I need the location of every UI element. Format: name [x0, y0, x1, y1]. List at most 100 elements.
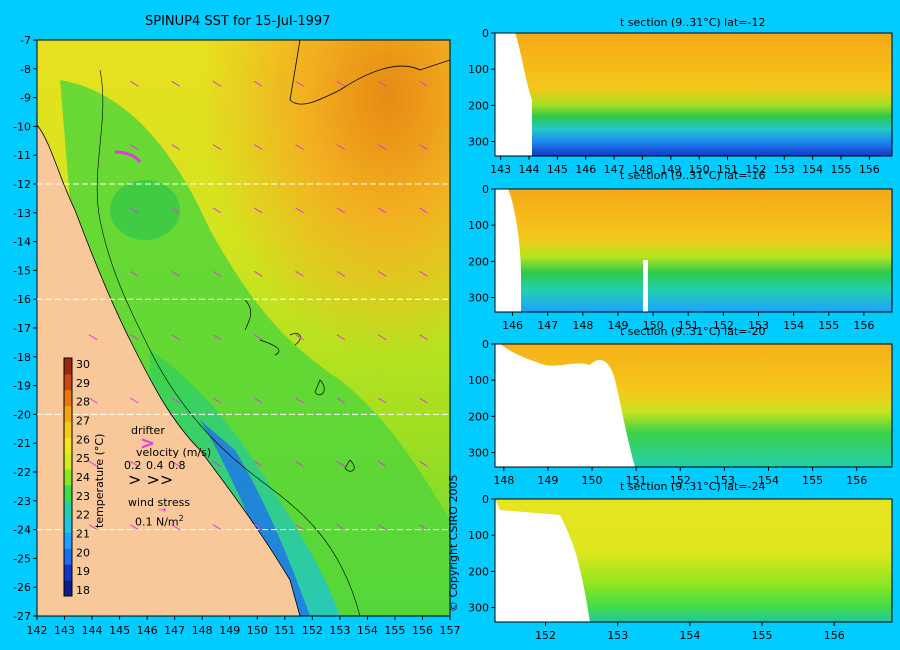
map-y-tick-label: -23 [13, 495, 31, 508]
wind-arrow [130, 270, 139, 277]
wind-arrow [419, 207, 428, 214]
drifter-label: drifter [131, 424, 165, 437]
wind-arrow [336, 80, 346, 87]
colorbar-tick-label: 26 [76, 433, 90, 446]
wind-arrow-icon: → [158, 505, 167, 516]
wind-arrow [295, 334, 304, 341]
wind-arrow [377, 207, 387, 214]
map-x-tick-label: 150 [247, 624, 268, 637]
velocity-value-3: 0.8 [168, 459, 186, 472]
map-x-tick-label: 153 [329, 624, 350, 637]
wind-arrow [419, 334, 428, 341]
map-x-tick-label: 145 [109, 624, 130, 637]
wind-arrow [419, 397, 428, 404]
wind-arrow [295, 460, 304, 467]
wind-arrow [377, 460, 387, 467]
colorbar-swatch [64, 469, 72, 486]
wind-arrow [377, 80, 387, 87]
wind-arrow [336, 144, 346, 150]
wind-arrow [130, 80, 139, 87]
wind-label: wind stress [128, 496, 191, 509]
map-x-tick-label: 144 [82, 624, 103, 637]
colorbar-swatch [64, 580, 72, 597]
wind-arrow [130, 397, 139, 404]
map-y-tick-label: -26 [13, 581, 31, 594]
colorbar-swatch [64, 564, 72, 581]
colorbar-tick-label: 18 [76, 584, 90, 597]
wind-arrow [336, 524, 346, 531]
wind-arrow [295, 270, 304, 277]
wind-arrow [171, 524, 180, 531]
map-y-tick-label: -18 [13, 351, 31, 364]
wind-arrow [377, 524, 387, 531]
wind-arrow [88, 334, 98, 341]
velocity-arrows-icon: > >> [128, 470, 174, 489]
wind-arrow [212, 524, 222, 531]
wind-value: 0.1 N/m2 [135, 514, 184, 529]
colorbar-tick-label: 29 [76, 377, 90, 390]
map-y-tick-label: -19 [13, 380, 31, 393]
wind-arrow [130, 144, 139, 150]
colorbar-swatch [64, 453, 72, 470]
wind-arrow [377, 144, 387, 150]
wind-arrow [171, 144, 180, 150]
wind-arrow [336, 460, 346, 467]
wind-arrow [419, 460, 428, 467]
wind-arrow [336, 334, 346, 341]
map-y-tick-label: -24 [13, 524, 31, 537]
wind-arrow [254, 334, 263, 341]
colorbar-swatch [64, 516, 72, 534]
map-y-tick-label: -8 [20, 63, 31, 76]
colorbar-swatch [64, 437, 72, 454]
wind-arrow [419, 524, 428, 531]
colorbar-swatch [64, 389, 72, 407]
wind-arrow [212, 270, 222, 277]
wind-arrow [254, 144, 263, 150]
map-x-tick-label: 147 [164, 624, 185, 637]
wind-arrow [336, 270, 346, 277]
colorbar-swatch [64, 532, 72, 549]
section-title-3: t section (9..31°C) lat=-20 [620, 325, 766, 338]
wind-arrow [295, 80, 304, 87]
map-y-tick-label: -15 [13, 264, 31, 277]
wind-arrow [295, 524, 304, 531]
wind-arrow [130, 524, 139, 531]
velocity-label: velocity (m/s) [136, 446, 212, 459]
map-y-tick-label: -9 [20, 92, 31, 105]
wind-arrow [130, 207, 139, 214]
map-x-tick-label: 154 [357, 624, 378, 637]
wind-arrow [295, 207, 304, 214]
wind-arrow [130, 334, 139, 341]
map-y-tick-label: -17 [13, 322, 31, 335]
wind-arrow [254, 524, 263, 531]
map-y-tick-label: -16 [13, 293, 31, 306]
map-y-tick-label: -14 [13, 236, 31, 249]
wind-arrow [377, 397, 387, 404]
map-y-tick-label: -27 [13, 610, 31, 623]
map-x-tick-label: 146 [137, 624, 158, 637]
wind-arrow [88, 524, 98, 531]
colorbar-swatch [64, 500, 72, 518]
drifter-arrow [114, 150, 142, 163]
map-x-tick-label: 157 [440, 624, 461, 637]
colorbar-swatch [64, 421, 72, 438]
map-x-tick-label: 142 [27, 624, 48, 637]
map-y-tick-label: -10 [13, 120, 31, 133]
colorbar: 18 19 20 21 22 23 24 25 26 27 28 29 30 [63, 357, 90, 597]
map-x-tick-label: 155 [384, 624, 405, 637]
colorbar-tick-label: 24 [76, 471, 90, 484]
colorbar-tick-label: 27 [76, 415, 90, 428]
map-y-tick-label: -13 [13, 207, 31, 220]
map-title: SPINUP4 SST for 15-Jul-1997 [145, 14, 331, 29]
wind-arrow [419, 144, 428, 150]
wind-arrow [171, 334, 180, 341]
colorbar-swatch [64, 484, 72, 502]
map-x-tick-label: 148 [192, 624, 213, 637]
colorbar-tick-label: 23 [76, 490, 90, 503]
map-y-tick-label: -25 [13, 552, 31, 565]
copyright-text: © Copyright CSIRO 2005 [447, 474, 460, 612]
colorbar-tick-label: 25 [76, 452, 90, 465]
wind-arrow [171, 270, 180, 277]
wind-arrow [419, 80, 428, 87]
